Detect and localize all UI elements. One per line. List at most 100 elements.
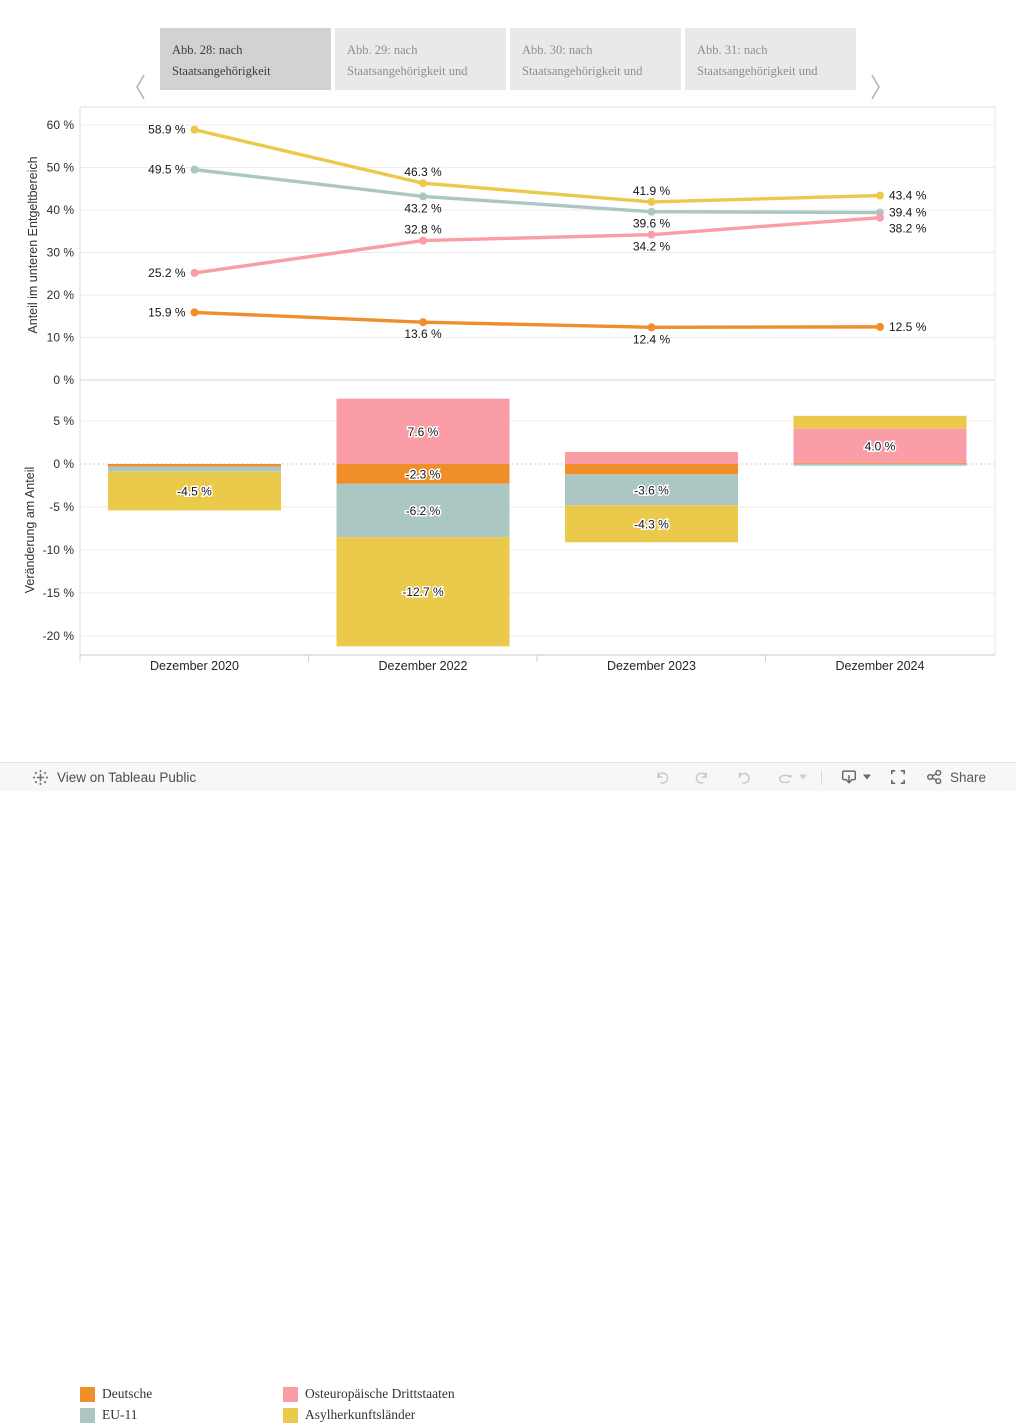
chart-canvas: 0 % 10 % 20 % 30 % 40 % 50 % 60 % 5 % 0 % -5 % -10… xyxy=(23,106,996,673)
tab-abb-29[interactable]: Abb. 29: nach Staatsangehörigkeit und xyxy=(335,28,506,90)
bar-label: -3.6 % xyxy=(634,483,669,497)
data-point[interactable] xyxy=(419,179,427,188)
y-tick-label: 60 % xyxy=(47,118,75,132)
series-line[interactable] xyxy=(192,167,882,215)
point-label: 15.9 % xyxy=(148,305,186,319)
share-button[interactable]: Share xyxy=(925,768,986,786)
tab-label-line2: Staatsangehörigkeit und xyxy=(697,64,818,78)
bar-segment[interactable] xyxy=(565,464,738,475)
tab-label-line1: Abb. 29: nach xyxy=(347,43,418,57)
toolbar-separator xyxy=(820,769,822,785)
bar-segment[interactable] xyxy=(336,483,510,538)
bar-segment[interactable] xyxy=(108,466,281,472)
data-point[interactable] xyxy=(647,323,656,332)
chevron-right-icon xyxy=(871,74,880,100)
undo-button[interactable] xyxy=(653,769,670,786)
point-label: 58.9 % xyxy=(148,123,186,137)
y-tick-label: 10 % xyxy=(47,331,75,345)
series-line[interactable] xyxy=(192,310,882,330)
refresh-button[interactable] xyxy=(776,769,807,786)
point-label: 43.4 % xyxy=(889,189,927,203)
tabs-prev-arrow[interactable] xyxy=(130,70,152,104)
point-label: 34.2 % xyxy=(633,240,671,254)
toolbar-actions: Share xyxy=(653,768,986,786)
point-label: 46.3 % xyxy=(404,165,442,179)
point-label: 12.4 % xyxy=(633,332,671,346)
legend-label: Asylherkunftsländer xyxy=(305,1407,416,1422)
device-layouts-button[interactable] xyxy=(840,768,871,786)
tab-label-line2: Staatsangehörigkeit xyxy=(172,64,271,78)
data-point[interactable] xyxy=(419,236,427,245)
tabs-next-arrow[interactable] xyxy=(864,70,886,104)
bar-segment[interactable] xyxy=(565,505,738,543)
data-point[interactable] xyxy=(647,197,656,206)
legend-item-asylherkunftslaender[interactable]: Asylherkunftsländer xyxy=(283,1407,415,1423)
revert-button[interactable] xyxy=(735,769,752,786)
bar-segment[interactable] xyxy=(336,537,510,647)
y-tick-label: 5 % xyxy=(53,414,74,428)
bar-segment[interactable] xyxy=(108,471,281,511)
bar-segment[interactable] xyxy=(793,463,967,464)
view-on-tableau-public-label: View on Tableau Public xyxy=(57,769,197,785)
legend-item-osteuropaeische[interactable]: Osteuropäische Drittstaaten xyxy=(283,1386,455,1402)
data-point[interactable] xyxy=(876,322,884,331)
legend-label: Deutsche xyxy=(102,1386,153,1401)
point-label: 43.2 % xyxy=(404,201,442,215)
data-point[interactable] xyxy=(647,207,656,216)
tab-label-line2: Staatsangehörigkeit und xyxy=(347,64,468,78)
bar-label: 4.0 % xyxy=(865,439,896,453)
tab-abb-28[interactable]: Abb. 28: nach Staatsangehörigkeit xyxy=(160,28,331,90)
tab-abb-30[interactable]: Abb. 30: nach Staatsangehörigkeit und xyxy=(510,28,681,90)
tableau-logo-icon xyxy=(32,769,49,785)
legend-swatch xyxy=(80,1386,95,1402)
bar-segment[interactable] xyxy=(793,428,967,464)
bar-segment[interactable] xyxy=(565,474,738,506)
tab-label-line1: Abb. 30: nach xyxy=(522,43,593,57)
data-point[interactable] xyxy=(876,213,884,222)
x-axis-label: Dezember 2023 xyxy=(607,659,696,673)
data-point[interactable] xyxy=(190,125,199,134)
point-label: 41.9 % xyxy=(633,184,671,198)
series-line[interactable] xyxy=(192,127,882,204)
undo-icon xyxy=(657,771,669,784)
legend-item-deutsche[interactable]: Deutsche xyxy=(80,1386,152,1402)
y-tick-label: 30 % xyxy=(47,246,75,260)
bar-segment[interactable] xyxy=(108,464,281,467)
bar-segment[interactable] xyxy=(793,415,967,429)
caret-down-icon xyxy=(862,774,871,780)
line-series: 49.5 % 43.2 % 39.6 % 39.4 % xyxy=(147,161,929,232)
chevron-left-icon xyxy=(136,74,145,100)
redo-icon xyxy=(695,771,707,784)
bar-segment[interactable] xyxy=(565,451,738,464)
device-layouts-icon xyxy=(841,770,856,786)
view-on-tableau-public-link[interactable]: View on Tableau Public xyxy=(32,769,196,786)
x-axis-label: Dezember 2024 xyxy=(836,659,925,673)
fullscreen-button[interactable] xyxy=(889,768,907,786)
data-point[interactable] xyxy=(190,165,199,174)
data-point[interactable] xyxy=(190,268,199,277)
data-point[interactable] xyxy=(419,192,427,201)
point-label: 39.4 % xyxy=(889,206,927,220)
bar-label: 7.6 % xyxy=(408,425,439,439)
tab-abb-31[interactable]: Abb. 31: nach Staatsangehörigkeit und xyxy=(685,28,856,90)
point-label: 32.8 % xyxy=(404,223,442,237)
y-tick-label: -15 % xyxy=(43,586,75,600)
y-tick-label: -20 % xyxy=(43,629,75,643)
data-point[interactable] xyxy=(190,308,199,317)
share-icon xyxy=(927,769,942,785)
bar-label: -12.7 % xyxy=(402,585,444,599)
bar-segment[interactable] xyxy=(336,398,510,464)
revert-icon xyxy=(738,771,750,784)
line-series: 15.9 % 13.6 % 12.4 % 12.5 % xyxy=(147,304,929,348)
redo-button[interactable] xyxy=(694,769,711,786)
color-legend: Deutsche EU-11 Osteuropäische Drittstaat… xyxy=(0,690,1016,1423)
data-point[interactable] xyxy=(876,191,884,200)
tableau-toolbar: View on Tableau Public xyxy=(0,762,1016,791)
data-point[interactable] xyxy=(419,318,427,327)
bar-segment[interactable] xyxy=(793,464,967,466)
data-point[interactable] xyxy=(647,230,656,239)
point-label: 49.5 % xyxy=(148,163,186,177)
series-line[interactable] xyxy=(192,215,882,275)
bar-segment[interactable] xyxy=(336,464,510,484)
legend-item-eu11[interactable]: EU-11 xyxy=(80,1407,138,1423)
